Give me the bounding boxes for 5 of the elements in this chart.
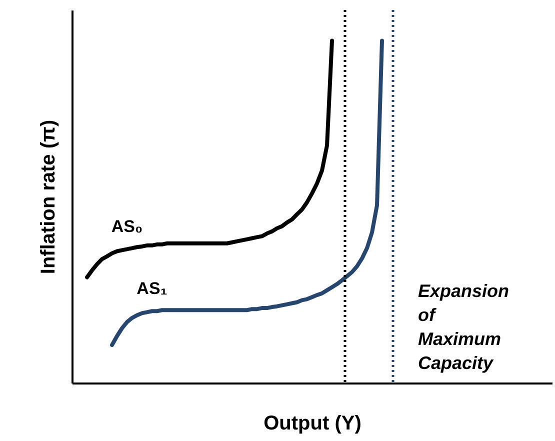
x-axis-title: Output (Y) <box>264 412 362 434</box>
y-axis-title: Inflation rate (π) <box>38 120 60 274</box>
annotation: Expansion of Maximum Capacity <box>418 281 510 373</box>
series-label: AS₁ <box>136 279 168 298</box>
series-label: AS₀ <box>111 217 143 236</box>
